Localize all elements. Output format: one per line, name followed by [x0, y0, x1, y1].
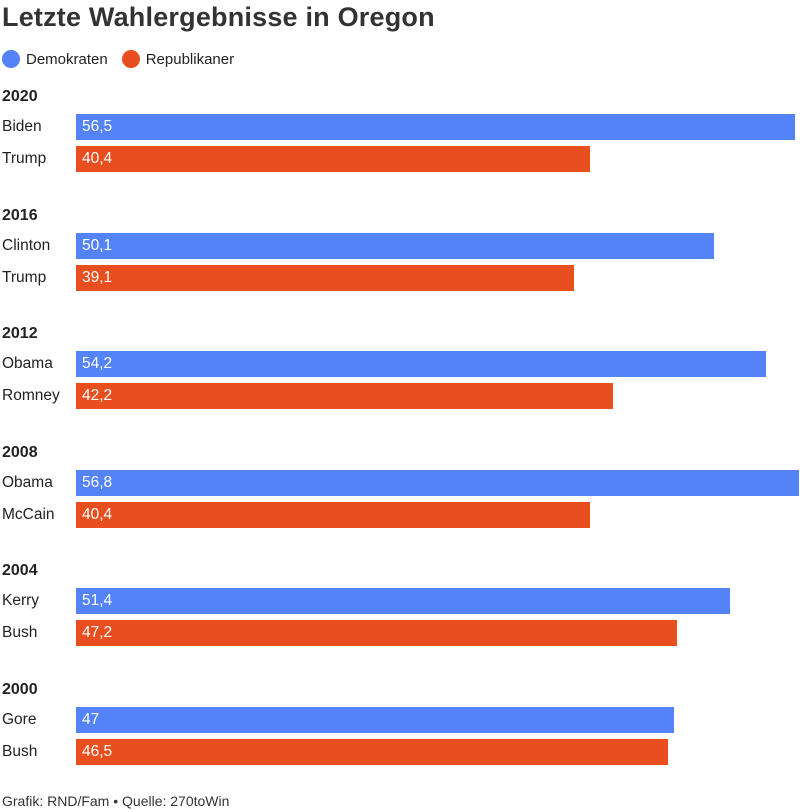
- bar-democrat: [76, 114, 795, 140]
- bar-republican: [76, 501, 590, 528]
- data-label: 56,5: [82, 118, 113, 135]
- bar-republican: [76, 264, 574, 291]
- data-label: 39,1: [82, 268, 113, 286]
- bar-democrat: [76, 232, 714, 259]
- data-label: 46,5: [82, 743, 113, 760]
- bar-republican: [76, 739, 668, 765]
- data-label: 54,2: [82, 355, 113, 373]
- data-label: 40,4: [82, 505, 113, 523]
- legend: Demokraten Republikaner: [2, 50, 248, 68]
- data-label: 47,2: [82, 624, 113, 642]
- bar-democrat: [76, 588, 730, 615]
- legend-swatch-demokraten: [2, 50, 20, 68]
- candidate-label: Trump: [2, 150, 47, 167]
- legend-item-republikaner: Republikaner: [121, 50, 235, 68]
- bar-republican: [76, 383, 613, 410]
- bar-republican: [76, 620, 677, 647]
- bar-republican: [76, 146, 590, 172]
- candidate-label: Biden: [2, 118, 42, 135]
- year-label: 2016: [2, 206, 38, 224]
- bar-democrat: [76, 707, 674, 733]
- candidate-label: McCain: [2, 505, 55, 523]
- candidate-label: Obama: [2, 473, 53, 491]
- year-label: 2020: [2, 88, 38, 105]
- year-label: 2012: [2, 325, 38, 343]
- data-label: 51,4: [82, 592, 113, 610]
- candidate-label: Gore: [2, 711, 37, 728]
- bar-democrat: [76, 351, 766, 378]
- data-label: 42,2: [82, 387, 113, 405]
- chart-title: Letzte Wahlergebnisse in Oregon: [2, 2, 435, 32]
- bar-democrat: [76, 469, 799, 496]
- data-label: 40,4: [82, 150, 113, 167]
- year-label: 2008: [2, 443, 38, 461]
- candidate-label: Bush: [2, 624, 38, 642]
- data-label: 56,8: [82, 473, 113, 491]
- legend-item-demokraten: Demokraten: [2, 50, 108, 68]
- candidate-label: Kerry: [2, 592, 40, 610]
- candidate-label: Obama: [2, 355, 53, 373]
- data-label: 47: [82, 711, 100, 728]
- candidate-label: Clinton: [2, 236, 51, 254]
- candidate-label: Trump: [2, 268, 47, 286]
- candidate-label: Bush: [2, 743, 38, 760]
- legend-label-demokraten: Demokraten: [26, 50, 108, 68]
- year-label: 2004: [2, 562, 38, 580]
- data-label: 50,1: [82, 236, 113, 254]
- legend-swatch-republikaner: [121, 50, 140, 68]
- candidate-label: Romney: [2, 387, 60, 405]
- source-footer: Grafik: RND/Fam • Quelle: 270toWin: [2, 793, 230, 809]
- year-label: 2000: [2, 681, 38, 698]
- legend-label-republikaner: Republikaner: [145, 50, 235, 68]
